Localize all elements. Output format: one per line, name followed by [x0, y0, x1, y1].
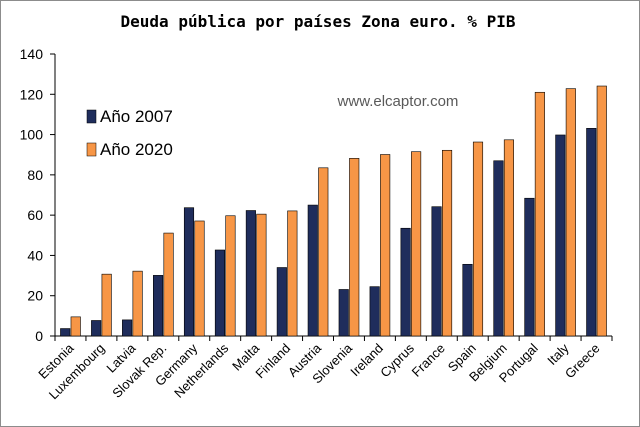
bar-año-2020 [534, 91, 545, 337]
bar-año-2007 [369, 286, 380, 337]
bar-año-2007 [462, 263, 473, 337]
bar-año-2020 [132, 270, 143, 337]
chart-title: Deuda pública por países Zona euro. % PI… [121, 12, 516, 31]
legend-swatch-2020 [86, 142, 97, 157]
legend: Año 2007 Año 2020 [86, 107, 173, 159]
y-tick-label: 120 [20, 86, 44, 102]
bar-año-2007 [245, 210, 256, 337]
bar-año-2020 [349, 158, 360, 337]
y-tick-label: 40 [27, 247, 43, 263]
bar-año-2007 [524, 197, 535, 337]
bar-año-2007 [586, 128, 597, 337]
bar-año-2007 [183, 207, 195, 337]
bar-año-2020 [287, 210, 298, 337]
bar-año-2020 [70, 316, 81, 337]
bar-año-2007 [338, 289, 349, 337]
bars [60, 85, 607, 337]
bar-año-2020 [442, 149, 453, 337]
y-tick-label: 140 [20, 46, 44, 62]
bar-año-2007 [214, 249, 225, 337]
bar-año-2007 [493, 160, 504, 337]
bar-año-2020 [472, 141, 484, 337]
bar-año-2007 [276, 267, 287, 337]
bar-año-2020 [225, 215, 236, 337]
bar-año-2020 [596, 85, 607, 337]
watermark: www.elcaptor.com [337, 93, 459, 110]
y-axis: 0 20 40 60 80 100 120 140 [20, 46, 56, 344]
bar-año-2007 [431, 206, 442, 337]
bar-año-2007 [153, 275, 164, 337]
y-tick-label: 60 [27, 207, 43, 223]
bar-año-2020 [101, 273, 112, 337]
legend-label-2020: Año 2020 [100, 140, 173, 159]
legend-label-2007: Año 2007 [100, 107, 173, 126]
bar-año-2020 [163, 232, 174, 337]
bar-año-2007 [60, 328, 71, 337]
y-tick-label: 0 [35, 328, 43, 344]
bar-año-2007 [307, 204, 318, 337]
bar-año-2020 [503, 139, 514, 337]
bar-año-2007 [91, 320, 102, 337]
legend-swatch-2007 [86, 109, 97, 124]
y-tick-label: 80 [27, 167, 43, 183]
bar-año-2020 [565, 88, 576, 337]
bar-año-2020 [256, 213, 267, 337]
bar-año-2020 [194, 220, 205, 337]
bar-año-2007 [400, 227, 411, 337]
bar-año-2007 [122, 319, 133, 337]
y-tick-label: 100 [20, 127, 44, 143]
bar-año-2020 [380, 154, 391, 337]
bar-año-2020 [318, 167, 329, 337]
bar-año-2020 [411, 151, 422, 337]
y-tick-label: 20 [27, 288, 43, 304]
bar-año-2007 [555, 134, 566, 337]
